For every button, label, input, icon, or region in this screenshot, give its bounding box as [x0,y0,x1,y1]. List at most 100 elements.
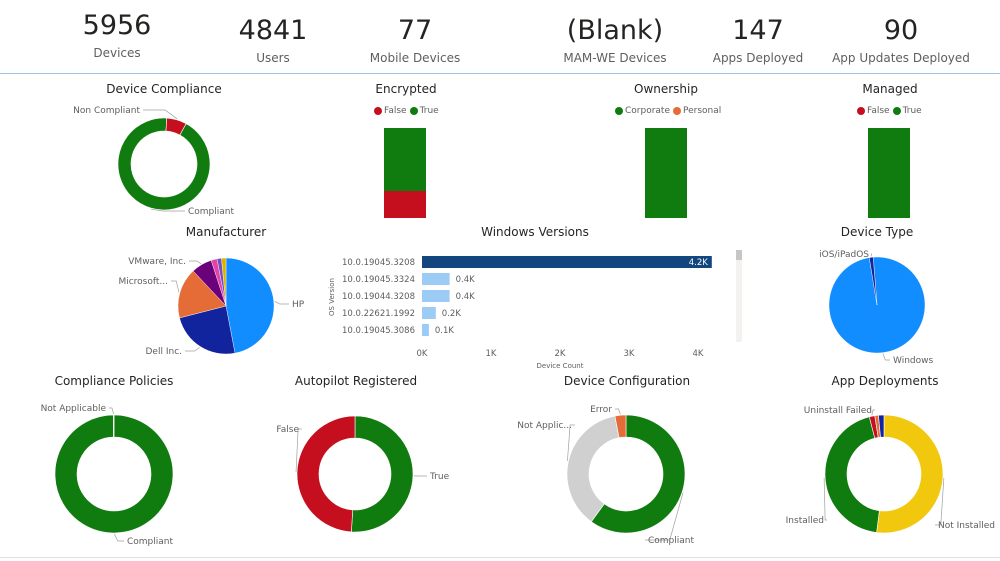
kpi-mam-we-devices[interactable]: (Blank) MAM-WE Devices [540,13,690,65]
legend-encrypted: False True [374,106,442,116]
manufacturer-data-label: VMware, Inc. [128,257,186,267]
bar[interactable] [422,256,712,268]
configuration-data-label: Error [590,405,612,415]
encrypted-bar-segment[interactable] [384,128,426,191]
kpi-apps-deployed[interactable]: 147 Apps Deployed [683,13,833,65]
configuration-leader-line [567,424,575,461]
legend-item-true[interactable]: True [892,106,922,116]
configuration-slice[interactable] [614,414,627,439]
bar[interactable] [422,290,450,302]
kpi-mobile-devices[interactable]: 77 Mobile Devices [340,13,490,65]
policies-slice[interactable] [112,414,115,438]
chart-title-manufacturer: Manufacturer [185,225,267,239]
legend-dot [673,107,681,115]
apps-leader-line [935,477,945,526]
managed-chart[interactable] [868,128,910,218]
configuration-chart[interactable]: Compliant Not Applic... Error [517,405,694,546]
compliance-chart[interactable]: Compliant Non Compliant [73,106,234,217]
data-label: 0.4K [456,292,476,302]
windows-versions-scroll-thumb[interactable] [736,250,742,260]
policies-leader-line [109,407,114,415]
x-tick-label: 2K [555,349,566,359]
chart-title-ownership: Ownership [634,82,698,96]
kpi-users[interactable]: 4841 Users [198,13,348,65]
kpi-value: 5956 [82,10,152,41]
y-axis-label: OS Version [328,278,336,316]
kpi-label: Apps Deployed [712,51,804,65]
policies-chart[interactable]: Compliant Not Applicable [41,404,174,547]
legend-label: False [384,106,407,116]
managed-bar-segment[interactable] [868,128,910,218]
manufacturer-slice[interactable] [225,257,275,354]
compliance-slice[interactable] [117,117,211,211]
apps-slice[interactable] [878,414,885,438]
legend-managed: False True [857,106,925,116]
devicetype-data-label: iOS/iPadOS [819,250,869,260]
apps-slice[interactable] [824,416,880,533]
devicetype-leader-line [882,353,890,361]
legend-item-personal[interactable]: Personal [673,106,721,116]
devicetype-chart[interactable]: Windows iOS/iPadOS [819,250,933,366]
ownership-bar-segment[interactable] [645,128,687,218]
kpi-value: (Blank) [566,15,664,46]
kpi-label: Mobile Devices [369,51,461,65]
configuration-slice[interactable] [590,414,686,534]
windows-versions-chart[interactable]: OS Version 10.0.19045.3208 4.2K 10.0.19045.… [328,256,712,370]
chart-title-compliance-policies: Compliance Policies [54,374,174,388]
manufacturer-data-label: Dell Inc. [146,347,183,357]
legend-item-false[interactable]: False [374,106,407,116]
apps-slice[interactable] [876,414,944,534]
autopilot-chart[interactable]: True False [276,415,450,533]
manufacturer-slice[interactable] [221,257,227,307]
chart-title-device-type: Device Type [840,225,914,239]
legend-dot [857,107,865,115]
x-axis-label: Device Count [537,362,584,370]
kpi-app-updates-deployed[interactable]: 90 App Updates Deployed [826,13,976,65]
encrypted-bar-segment[interactable] [384,191,426,218]
kpi-value: 4841 [238,15,308,46]
legend-item-corporate[interactable]: Corporate [615,106,670,116]
apps-leader-line [871,409,875,416]
bar[interactable] [422,307,436,319]
windows-versions-scrollbar[interactable] [736,250,742,342]
legend-item-false[interactable]: False [857,106,890,116]
apps-chart[interactable]: Not Installed Installed Uninstall Failed [786,406,995,534]
configuration-leader-line [645,492,684,541]
x-tick-label: 4K [693,349,704,359]
autopilot-slice[interactable] [351,415,414,533]
manufacturer-slice[interactable] [177,270,227,319]
legend-item-true[interactable]: True [409,106,439,116]
compliance-slice[interactable] [165,117,187,136]
manufacturer-leader-line [185,347,200,352]
manufacturer-data-label: HP [292,300,305,310]
policies-leader-line [114,533,124,542]
kpi-value: 77 [397,15,433,46]
autopilot-slice[interactable] [296,415,356,533]
chart-title-device-configuration: Device Configuration [563,374,691,388]
data-label: 0.4K [456,275,476,285]
chart-title-windows-versions: Windows Versions [481,225,589,239]
manufacturer-chart[interactable]: HP Dell Inc. Microsoft... VMware, Inc. [118,257,304,357]
autopilot-leader-line [295,428,302,473]
kpi-value: 147 [732,15,784,46]
configuration-slice[interactable] [566,415,620,523]
policies-slice[interactable] [54,414,174,534]
kpi-devices[interactable]: 5956 Devices [42,8,192,60]
manufacturer-leader-line [189,260,202,265]
y-tick-label: 10.0.19045.3324 [342,275,415,285]
chart-title-app-deployments: App Deployments [831,374,939,388]
configuration-data-label: Not Applic... [517,421,572,431]
bar[interactable] [422,324,429,336]
data-label: 0.1K [435,326,455,336]
legend-label: True [902,106,922,116]
legend-dot [374,107,382,115]
manufacturer-slice[interactable] [179,305,236,355]
compliance-data-label: Non Compliant [73,106,140,116]
devicetype-slice[interactable] [828,256,926,354]
ownership-chart[interactable] [645,128,687,218]
devicetype-slice[interactable] [869,256,878,306]
bar[interactable] [422,273,450,285]
apps-data-label: Uninstall Failed [804,406,872,416]
autopilot-data-label: False [276,425,299,435]
encrypted-chart[interactable] [384,128,426,218]
